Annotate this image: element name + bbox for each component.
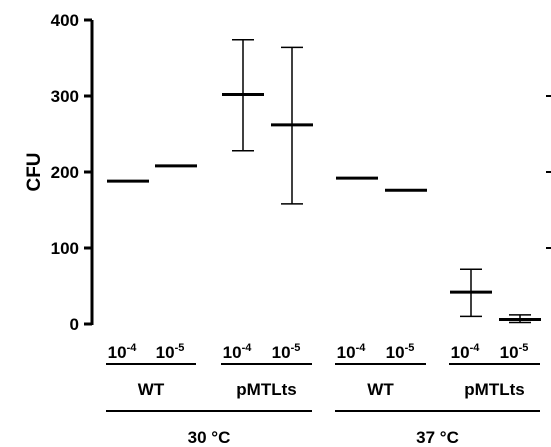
dilution-label: 10-4	[108, 342, 138, 362]
dilution-label: 10-5	[500, 342, 529, 362]
strain-group-label: WT	[367, 380, 394, 399]
y-tick-label: 200	[51, 163, 79, 182]
mean-markers	[107, 92, 541, 321]
temperature-group-label: 37 °C	[416, 428, 459, 447]
strain-group-label: WT	[138, 380, 165, 399]
y-axis-title: CFU	[24, 152, 45, 191]
right-axis-ticks	[546, 95, 551, 249]
dilution-label: 10-4	[337, 342, 367, 362]
strain-groups: WT pMTLts WT pMTLts	[106, 363, 540, 399]
y-tick-label: 400	[51, 11, 79, 30]
y-axis: 0 100 200 300 400	[51, 11, 94, 334]
error-bars	[232, 39, 531, 324]
dilution-labels: 10-4 10-5 10-4 10-5 10-4 10-5 10-4 10-5	[108, 342, 529, 362]
y-tick-label: 0	[70, 315, 79, 334]
dilution-label: 10-5	[272, 342, 301, 362]
dilution-label: 10-4	[223, 342, 253, 362]
y-tick-label: 100	[51, 239, 79, 258]
strain-group-label: pMTLts	[236, 380, 296, 399]
temperature-group-label: 30 °C	[188, 428, 231, 447]
strain-group-label: pMTLts	[464, 380, 524, 399]
dilution-label: 10-4	[451, 342, 481, 362]
y-tick-label: 300	[51, 87, 79, 106]
temperature-groups: 30 °C 37 °C	[106, 410, 540, 447]
dilution-label: 10-5	[156, 342, 185, 362]
dilution-label: 10-5	[386, 342, 415, 362]
